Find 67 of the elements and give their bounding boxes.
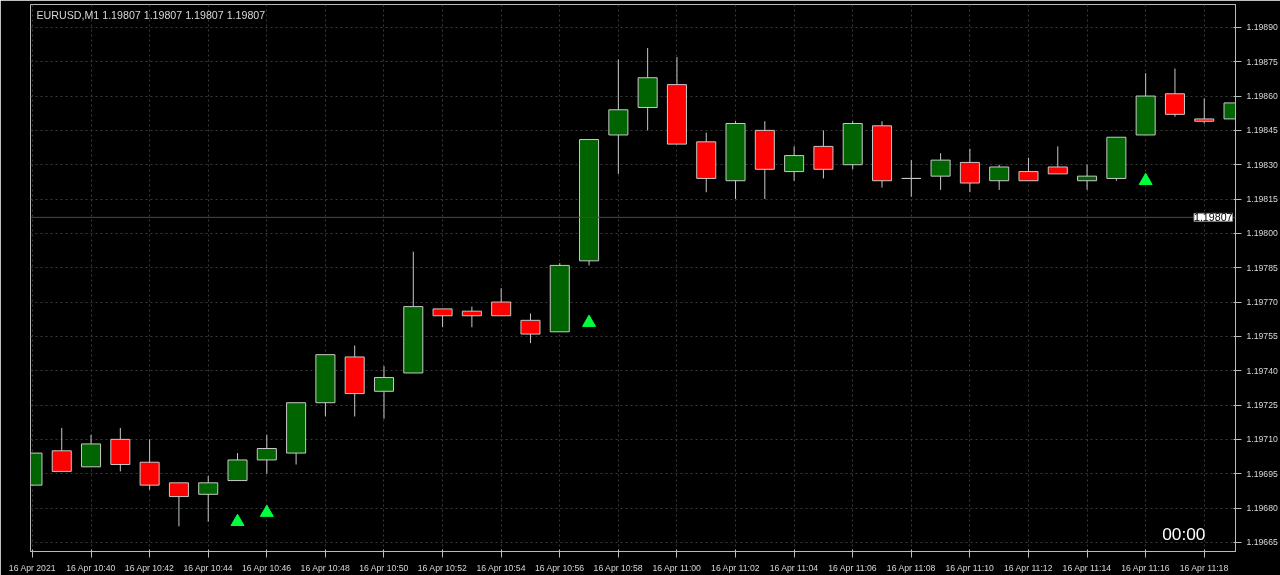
candlestick xyxy=(813,129,834,179)
y-tick-label: 1.19830 xyxy=(1246,159,1278,170)
y-tick-label: 1.19695 xyxy=(1246,468,1278,479)
candlestick xyxy=(1077,164,1098,191)
candlestick xyxy=(520,312,541,344)
x-tick-label: 16 Apr 10:58 xyxy=(593,562,643,573)
x-tick-label: 16 Apr 10:48 xyxy=(300,562,350,573)
y-tick-label: 1.19860 xyxy=(1246,91,1278,102)
y-tick-label: 1.19875 xyxy=(1246,56,1278,67)
ref-line-label: 1.19807 xyxy=(1193,211,1233,224)
candlestick xyxy=(989,164,1010,191)
x-tick-label: 16 Apr 11:08 xyxy=(886,562,936,573)
y-tick-label: 1.19665 xyxy=(1246,537,1278,548)
candlestick xyxy=(373,365,395,420)
y-tick-label: 1.19800 xyxy=(1246,228,1278,239)
candlestick xyxy=(198,475,219,523)
x-tick-label: 16 Apr 11:16 xyxy=(1121,562,1170,573)
candlestick xyxy=(1047,145,1068,175)
x-tick-label: 16 Apr 10:40 xyxy=(66,562,116,573)
candlestick xyxy=(930,152,951,191)
point xyxy=(582,314,597,327)
candlestick xyxy=(1164,68,1185,118)
annotation: 00:00 xyxy=(1162,523,1206,544)
x-tick-label: 16 Apr 10:44 xyxy=(183,562,233,573)
candlestick xyxy=(168,482,189,527)
x-tick-label: 16 Apr 10:42 xyxy=(124,562,175,573)
candlestick xyxy=(784,145,805,182)
candlestick xyxy=(461,306,482,328)
x-tick-label: 16 Apr 10:54 xyxy=(476,562,526,573)
candlestick xyxy=(51,427,72,472)
point xyxy=(1138,172,1153,185)
point xyxy=(230,513,245,526)
y-tick-label: 1.19680 xyxy=(1246,503,1278,514)
x-tick-label: 16 Apr 10:52 xyxy=(417,562,468,573)
chart-title: EURUSD,M1 1.19807 1.19807 1.19807 1.19807 xyxy=(36,8,266,21)
x-tick-label: 16 Apr 2021 xyxy=(8,562,56,573)
y-tick-label: 1.19725 xyxy=(1246,400,1278,411)
candlestick xyxy=(959,148,980,193)
candlestick xyxy=(227,452,248,482)
candlestick xyxy=(256,434,277,475)
x-tick-label: 16 Apr 11:04 xyxy=(769,562,819,573)
x-tick-label: 16 Apr 11:06 xyxy=(828,562,877,573)
x-tick-label: 16 Apr 11:18 xyxy=(1179,562,1229,573)
y-tick-label: 1.19785 xyxy=(1246,262,1278,273)
x-tick-label: 16 Apr 11:10 xyxy=(945,562,995,573)
candlestick xyxy=(81,434,102,468)
y-tick-label: 1.19740 xyxy=(1246,365,1278,376)
x-tick-label: 16 Apr 11:12 xyxy=(1004,562,1053,573)
candlestick xyxy=(901,159,922,198)
candlestick xyxy=(1018,157,1039,182)
y-tick-label: 1.19770 xyxy=(1246,297,1278,308)
x-tick-label: 16 Apr 10:46 xyxy=(242,562,292,573)
y-tick-label: 1.19755 xyxy=(1246,331,1278,342)
x-tick-label: 16 Apr 10:50 xyxy=(359,562,409,573)
y-tick-label: 1.19890 xyxy=(1246,22,1278,33)
x-tick-label: 16 Apr 11:02 xyxy=(711,562,760,573)
candlestick xyxy=(491,287,512,317)
x-tick-label: 16 Apr 11:00 xyxy=(652,562,702,573)
x-tick-label: 16 Apr 11:14 xyxy=(1062,562,1112,573)
y-tick-label: 1.19815 xyxy=(1246,194,1278,205)
point xyxy=(259,504,274,517)
y-tick-label: 1.19710 xyxy=(1246,434,1278,445)
candlestick xyxy=(139,438,160,491)
candlestick xyxy=(1194,97,1215,125)
y-tick-label: 1.19845 xyxy=(1246,125,1278,136)
candlestick xyxy=(432,308,453,328)
x-tick-label: 16 Apr 10:56 xyxy=(534,562,585,573)
